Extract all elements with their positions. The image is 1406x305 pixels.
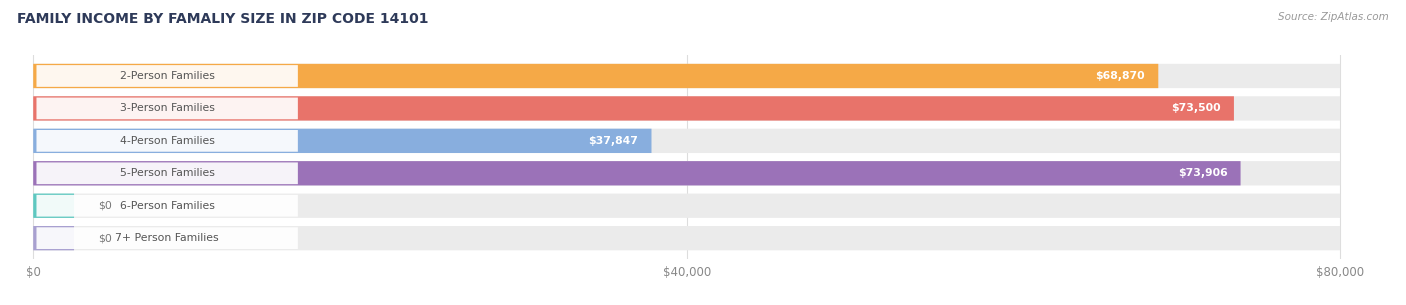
Text: $73,500: $73,500 xyxy=(1171,103,1220,113)
Text: 5-Person Families: 5-Person Families xyxy=(120,168,215,178)
FancyBboxPatch shape xyxy=(37,163,298,184)
FancyBboxPatch shape xyxy=(37,227,298,249)
Text: 6-Person Families: 6-Person Families xyxy=(120,201,215,211)
FancyBboxPatch shape xyxy=(34,96,1340,120)
Text: 7+ Person Families: 7+ Person Families xyxy=(115,233,219,243)
FancyBboxPatch shape xyxy=(34,161,1340,185)
FancyBboxPatch shape xyxy=(34,194,75,218)
Text: $0: $0 xyxy=(98,201,112,211)
FancyBboxPatch shape xyxy=(37,65,298,87)
FancyBboxPatch shape xyxy=(34,161,1240,185)
FancyBboxPatch shape xyxy=(34,96,1234,120)
FancyBboxPatch shape xyxy=(34,129,651,153)
Text: $73,906: $73,906 xyxy=(1178,168,1227,178)
Text: $37,847: $37,847 xyxy=(589,136,638,146)
Text: FAMILY INCOME BY FAMALIY SIZE IN ZIP CODE 14101: FAMILY INCOME BY FAMALIY SIZE IN ZIP COD… xyxy=(17,12,429,26)
FancyBboxPatch shape xyxy=(34,129,1340,153)
Text: 4-Person Families: 4-Person Families xyxy=(120,136,215,146)
Text: Source: ZipAtlas.com: Source: ZipAtlas.com xyxy=(1278,12,1389,22)
FancyBboxPatch shape xyxy=(37,195,298,217)
FancyBboxPatch shape xyxy=(34,194,1340,218)
FancyBboxPatch shape xyxy=(34,226,75,250)
FancyBboxPatch shape xyxy=(34,64,1159,88)
FancyBboxPatch shape xyxy=(34,64,1340,88)
FancyBboxPatch shape xyxy=(37,98,298,119)
Text: $0: $0 xyxy=(98,233,112,243)
Text: $68,870: $68,870 xyxy=(1095,71,1146,81)
Text: 3-Person Families: 3-Person Families xyxy=(120,103,215,113)
Text: 2-Person Families: 2-Person Families xyxy=(120,71,215,81)
FancyBboxPatch shape xyxy=(34,226,1340,250)
FancyBboxPatch shape xyxy=(37,130,298,152)
